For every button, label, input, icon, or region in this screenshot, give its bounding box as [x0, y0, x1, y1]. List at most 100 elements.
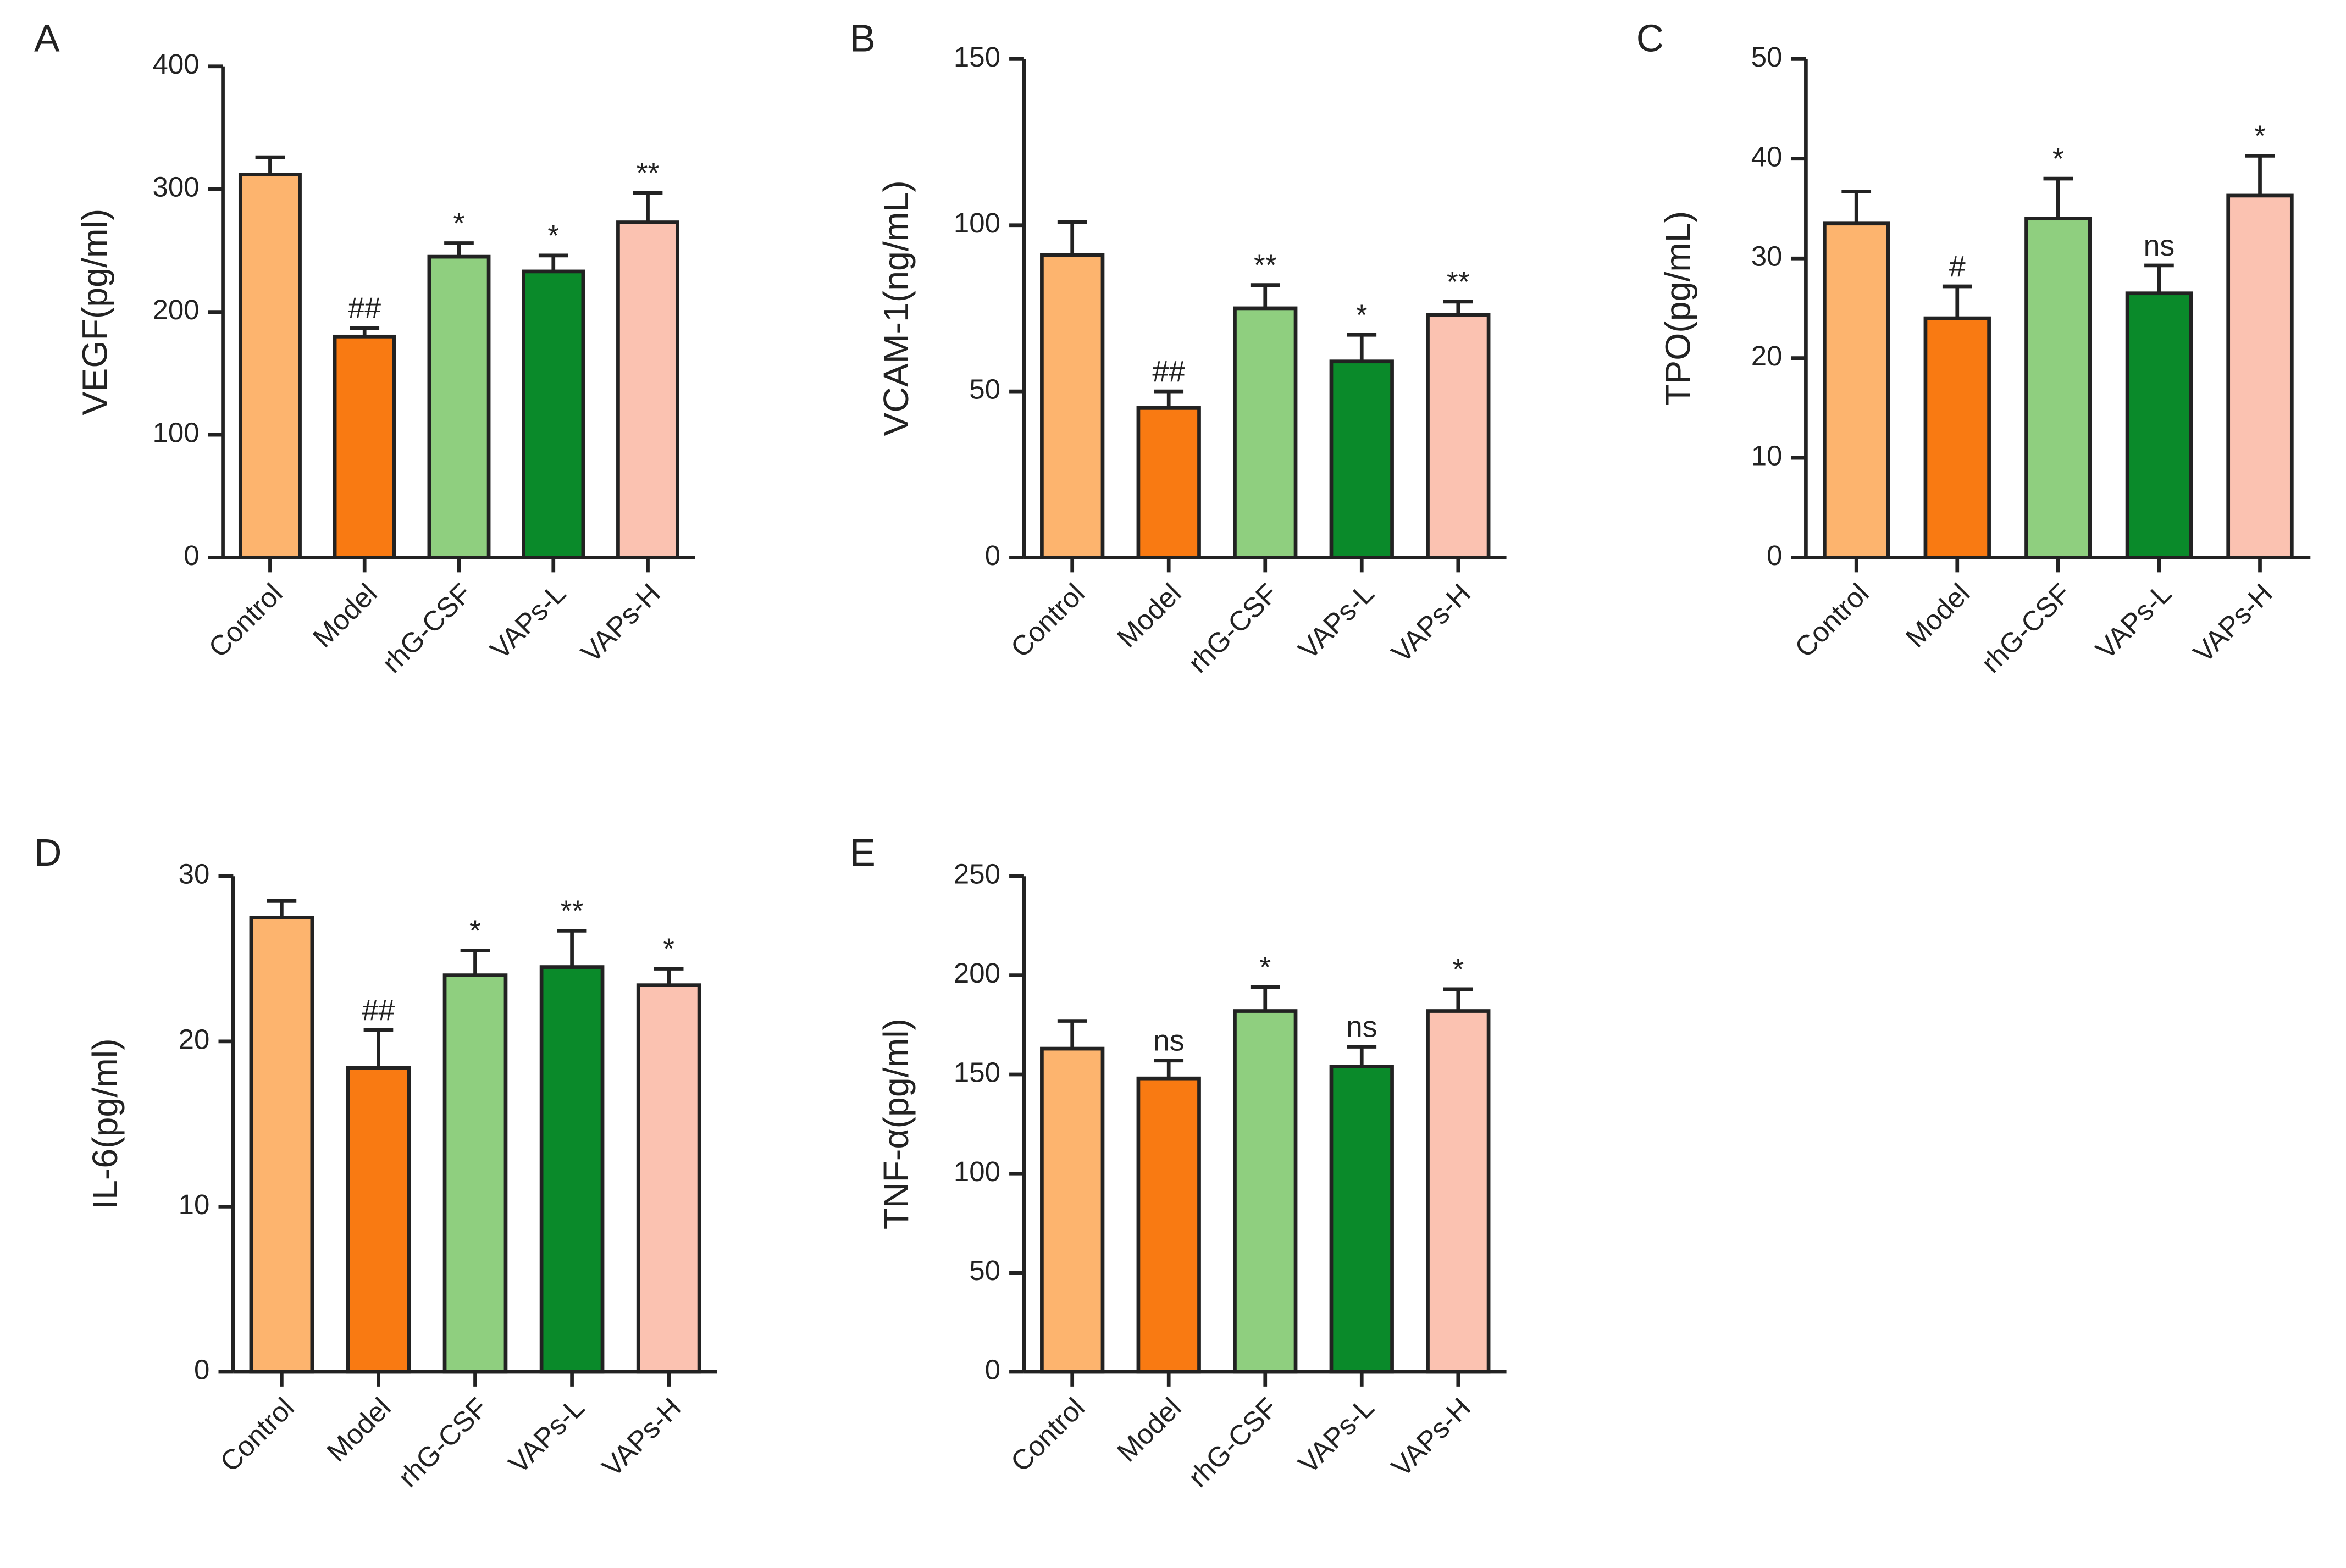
x-tick-label: rhG-CSF — [1182, 1392, 1284, 1493]
x-tick-label: Control — [214, 1392, 300, 1478]
x-tick-label: Control — [1005, 578, 1091, 664]
y-axis-label: IL-6(pg/ml) — [85, 1038, 125, 1209]
bar — [1923, 316, 1991, 559]
y-tick-label: 50 — [1751, 41, 1783, 73]
y-tick-label: 10 — [179, 1189, 210, 1220]
x-tick-label: VAPs-H — [575, 578, 666, 669]
bar — [636, 983, 701, 1374]
x-tick-label: VAPs-L — [1292, 1392, 1380, 1480]
x-tick-label: VAPs-H — [2187, 578, 2278, 669]
bar — [1136, 1076, 1201, 1374]
x-tick-label: VAPs-L — [484, 578, 572, 666]
bar — [1426, 313, 1491, 559]
panel-label: A — [34, 17, 60, 60]
x-tick-label: Control — [1005, 1392, 1091, 1478]
y-tick-label: 0 — [184, 540, 199, 571]
panel-label: E — [850, 831, 876, 874]
bar — [1329, 1065, 1394, 1374]
y-tick-label: 250 — [954, 858, 1000, 890]
bar — [616, 220, 679, 559]
x-tick-label: VAPs-L — [502, 1392, 590, 1480]
x-tick-label: rhG-CSF — [376, 578, 478, 679]
significance-label: * — [1452, 953, 1464, 986]
x-tick-label: VAPs-L — [1292, 578, 1380, 666]
panel-label: C — [1636, 17, 1664, 60]
bar — [442, 973, 508, 1374]
x-tick-label: VAPs-L — [2089, 578, 2177, 666]
bar — [539, 965, 605, 1374]
x-tick-label: rhG-CSF — [392, 1392, 494, 1493]
y-tick-label: 100 — [153, 417, 200, 448]
bar — [522, 269, 585, 559]
significance-label: ** — [1447, 265, 1470, 298]
x-tick-label: Control — [202, 578, 289, 664]
x-tick-label: rhG-CSF — [1182, 578, 1284, 679]
y-tick-label: 10 — [1751, 440, 1783, 472]
x-tick-label: Model — [307, 578, 383, 654]
significance-label: ** — [561, 894, 584, 927]
y-axis-label: TPO(pg/mL) — [1658, 211, 1697, 406]
bar — [427, 254, 491, 559]
y-tick-label: 400 — [153, 48, 200, 80]
y-tick-label: 100 — [954, 1156, 1000, 1187]
bar — [1040, 253, 1105, 559]
significance-label: * — [453, 207, 465, 240]
y-tick-label: 50 — [969, 1255, 1000, 1286]
bar — [1136, 406, 1201, 559]
significance-label: ns — [1346, 1010, 1377, 1043]
significance-label: ** — [1254, 249, 1277, 282]
significance-label: * — [2254, 119, 2266, 152]
significance-label: ## — [348, 292, 381, 325]
panel-label: B — [850, 17, 876, 60]
x-tick-label: Model — [320, 1392, 397, 1468]
significance-label: ns — [2144, 229, 2175, 262]
x-tick-label: rhG-CSF — [1975, 578, 2077, 679]
significance-label: ** — [637, 157, 660, 190]
bar — [1823, 221, 1890, 559]
y-tick-label: 200 — [153, 294, 200, 325]
y-tick-label: 30 — [1751, 241, 1783, 272]
significance-label: * — [663, 933, 674, 966]
bar — [1040, 1046, 1105, 1374]
x-tick-label: Control — [1789, 578, 1875, 664]
bar — [2125, 291, 2193, 559]
y-tick-label: 50 — [969, 374, 1000, 405]
y-tick-label: 20 — [1751, 340, 1783, 372]
bar — [1426, 1009, 1491, 1374]
x-tick-label: Model — [1111, 1392, 1187, 1468]
significance-label: * — [1356, 298, 1368, 331]
y-tick-label: 150 — [954, 41, 1000, 73]
y-tick-label: 300 — [153, 171, 200, 203]
y-tick-label: 0 — [985, 540, 1000, 571]
y-tick-label: 0 — [194, 1354, 209, 1386]
y-tick-label: 200 — [954, 957, 1000, 989]
y-tick-label: 20 — [179, 1023, 210, 1055]
y-axis-label: VEGF(pg/ml) — [75, 209, 114, 415]
significance-label: * — [2052, 142, 2064, 175]
x-tick-label: Model — [1111, 578, 1187, 654]
significance-label: ## — [362, 994, 395, 1027]
significance-label: * — [469, 914, 481, 947]
y-tick-label: 40 — [1751, 141, 1783, 172]
significance-label: * — [1259, 951, 1271, 984]
y-tick-label: 100 — [954, 207, 1000, 239]
bar — [2024, 217, 2092, 559]
x-tick-label: VAPs-H — [1385, 578, 1476, 669]
y-axis-label: VCAM-1(ng/mL) — [876, 180, 916, 436]
x-tick-label: Model — [1900, 578, 1976, 654]
panel-label: D — [34, 831, 62, 874]
bar — [238, 173, 302, 559]
y-tick-label: 150 — [954, 1056, 1000, 1088]
significance-label: ## — [1152, 355, 1185, 388]
x-tick-label: VAPs-H — [596, 1392, 687, 1483]
y-tick-label: 0 — [1767, 540, 1782, 571]
significance-label: * — [547, 219, 559, 252]
bar — [1233, 306, 1298, 559]
bar — [2226, 193, 2294, 559]
bar — [333, 334, 396, 559]
bar — [1233, 1009, 1298, 1374]
bar — [1329, 359, 1394, 559]
y-axis-label: TNF-α(pg/ml) — [876, 1018, 916, 1229]
bar — [249, 916, 314, 1374]
